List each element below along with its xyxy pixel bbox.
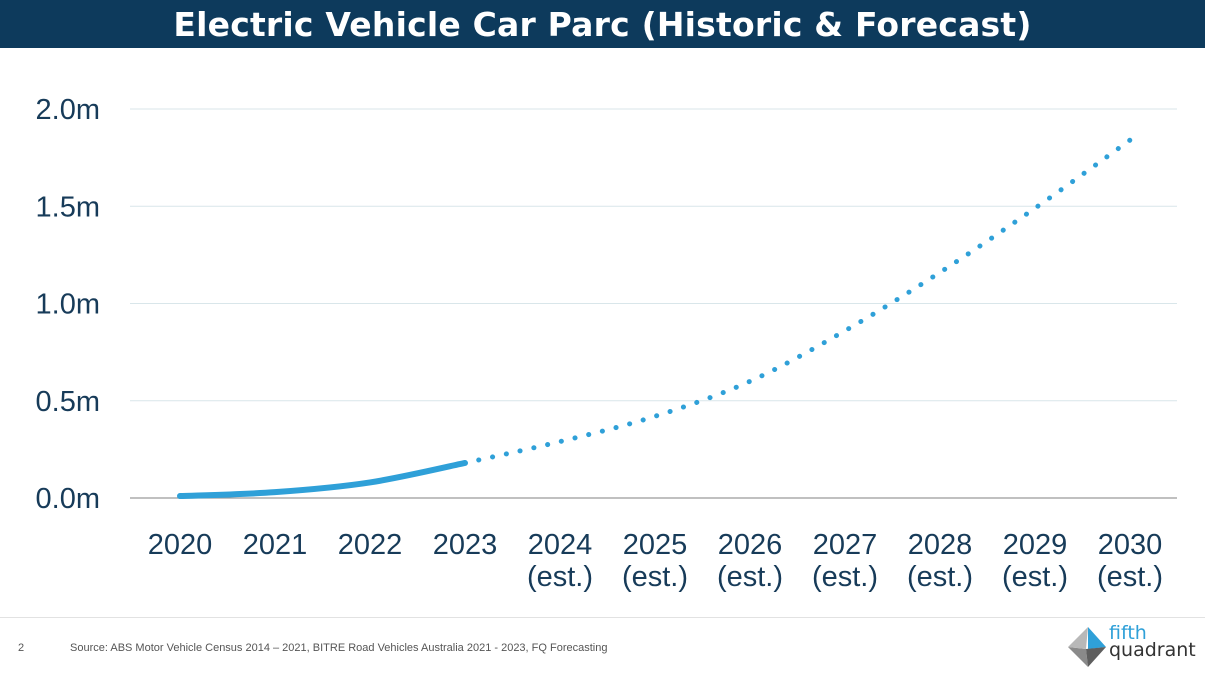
y-tick-label: 0.0m [36, 483, 100, 515]
forecast-series-line [462, 137, 1133, 466]
x-tick-label: 2020 [148, 529, 213, 561]
y-axis-ticks: 0.0m 0.5m 1.0m 1.5m 2.0m [36, 94, 100, 515]
historic-series-line [177, 459, 468, 500]
x-tick-label: 2025 [623, 529, 688, 561]
footer-divider [0, 617, 1205, 618]
x-tick-label: 2030 [1098, 529, 1163, 561]
x-tick-label: (est.) [622, 561, 688, 593]
logo-wordmark: fifth quadrant [1109, 622, 1196, 661]
x-tick-label: 2021 [243, 529, 308, 561]
x-tick-label: 2022 [338, 529, 403, 561]
y-tick-label: 1.0m [36, 289, 100, 321]
x-tick-label: (est.) [907, 561, 973, 593]
y-tick-label: 0.5m [36, 386, 100, 418]
x-tick-label: (est.) [717, 561, 783, 593]
y-tick-label: 1.5m [36, 191, 100, 223]
source-note: Source: ABS Motor Vehicle Census 2014 – … [70, 642, 608, 654]
chart-title: Electric Vehicle Car Parc (Historic & Fo… [173, 4, 1032, 44]
x-tick-label: 2024 [528, 529, 593, 561]
page-number: 2 [18, 642, 25, 654]
logo-word-quadrant: quadrant [1109, 639, 1196, 661]
y-tick-label: 2.0m [36, 94, 100, 126]
fifth-quadrant-logo: fifth quadrant [1066, 622, 1196, 669]
logo-word-fifth: fifth [1109, 622, 1147, 644]
logo-mark-icon [1068, 627, 1106, 667]
x-tick-label: 2023 [433, 529, 498, 561]
x-tick-label: (est.) [812, 561, 878, 593]
x-tick-label: (est.) [1097, 561, 1163, 593]
title-bar: Electric Vehicle Car Parc (Historic & Fo… [0, 0, 1205, 48]
x-tick-label: (est.) [1002, 561, 1068, 593]
x-tick-label: (est.) [527, 561, 593, 593]
x-axis-ticks: 2020 2021 2022 2023 2024(est.)2025(est.)2026… [148, 529, 1163, 593]
x-tick-label: 2028 [908, 529, 973, 561]
x-tick-label: 2027 [813, 529, 878, 561]
x-tick-label: 2029 [1003, 529, 1068, 561]
line-chart: 0.0m 0.5m 1.0m 1.5m 2.0m 2020 2021 2022 2023 202… [36, 94, 1177, 593]
series-lines [177, 137, 1133, 500]
gridlines [130, 108, 1177, 499]
x-tick-label: 2026 [718, 529, 783, 561]
